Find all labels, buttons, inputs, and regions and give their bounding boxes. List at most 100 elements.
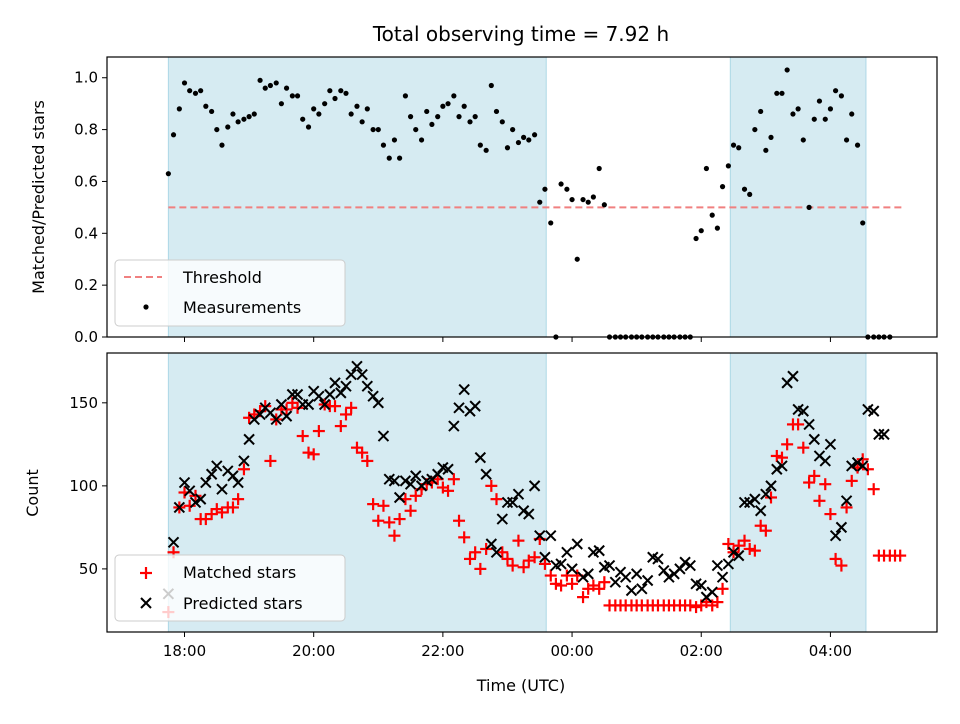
predicted-star-point [178,476,191,489]
matched-star-point [312,425,325,438]
measurement-point [241,116,247,122]
chart-title: Total observing time = 7.92 h [372,22,669,46]
predicted-star-point [593,544,605,557]
predicted-star-point [211,460,223,472]
predicted-star-point [474,451,487,464]
count-legend-box [114,554,346,622]
matched-star-point [759,524,772,537]
predicted-star-point [329,377,341,389]
matched-star-point [367,498,380,511]
predicted-star-point [636,583,648,595]
predicted-star-point [695,579,707,592]
matched-star-point [329,400,342,413]
predicted-star-point [603,559,616,572]
matched-star-point [829,552,842,565]
predicted-star-point [545,529,557,542]
predicted-star-point [205,468,218,480]
measurement-point [429,121,435,128]
measurement-point [531,132,538,138]
matched-star-point [501,552,514,565]
predicted-star-point [280,410,293,422]
predicted-star-point [361,380,374,392]
measurement-point [741,186,748,192]
matched-star-point [361,454,374,467]
predicted-star-point [808,433,820,446]
measurement-point [214,126,220,133]
measurement-point [445,101,451,107]
measurement-points [165,67,893,340]
matched-star-point [560,569,573,582]
y-tick-label: 0.6 [74,172,98,190]
measurement-point [424,108,430,115]
matched-star-point [813,494,826,507]
predicted-star-point [857,460,869,472]
measurement-point [456,114,462,120]
measurement-point [332,95,338,102]
matched-star-point [226,501,239,514]
matched-star-point [458,531,471,544]
measurement-point [784,67,790,73]
measurement-point [725,163,731,169]
matched-star-point [743,542,756,555]
matched-star-point [383,516,396,529]
predicted-star-point [829,529,842,542]
predicted-star-point [194,493,207,505]
matched-star-point [598,576,611,589]
legend-predicted-label: Predicted stars [183,594,303,613]
y-tick-label: 50 [79,560,98,578]
predicted-star-point [313,390,325,402]
predicted-star-point [684,559,696,572]
predicted-star-point [776,460,788,472]
predicted-star-point [517,505,530,517]
x-tick-label: 02:00 [680,642,723,660]
predicted-star-point [630,568,643,580]
measurement-point [359,119,365,125]
measurement-point [316,111,322,117]
measurement-point [703,165,710,172]
measurement-point [709,212,715,218]
matched-star-point [496,546,509,559]
matched-star-point [464,552,477,565]
measurement-point [483,147,489,153]
measurement-point [747,191,753,198]
matched-star-point [770,449,783,462]
matched-star-point [442,484,455,497]
matched-star-point [824,508,837,521]
predicted-star-point [743,496,756,509]
measurement-point [370,126,376,133]
predicted-star-point [501,496,514,509]
ratio-legend: Threshold Measurements [114,259,346,327]
measurement-point [187,88,193,94]
measurement-point [736,145,742,151]
y-tick-label: 0.2 [74,276,98,294]
measurement-point [246,114,252,120]
legend-predicted-swatch [140,597,152,609]
measurement-point [289,93,295,99]
measurement-point [262,85,268,91]
measurement-point [693,235,699,242]
matched-star-point [808,469,821,482]
measurement-point [827,106,834,112]
measurement-point [418,137,425,143]
matched-star-point [485,479,498,492]
matched-star-point [307,448,320,461]
predicted-star-point [286,388,299,401]
predicted-star-point [711,559,724,572]
measurement-point [467,119,473,125]
predicted-star-point [324,388,336,401]
matched-star-point [566,577,579,590]
measurement-point [564,186,570,192]
predicted-star-point [749,493,761,505]
measurement-point [440,103,446,109]
matched-star-point [517,561,530,574]
predicted-star-point [679,556,691,568]
predicted-star-point [432,468,444,480]
measurement-point [698,228,704,234]
measurement-point [181,80,188,86]
measurement-point [225,124,231,130]
legend-measurements-label: Measurements [183,298,301,317]
predicted-star-point [291,388,304,401]
predicted-star-point [356,368,368,381]
measurement-point [219,142,225,148]
